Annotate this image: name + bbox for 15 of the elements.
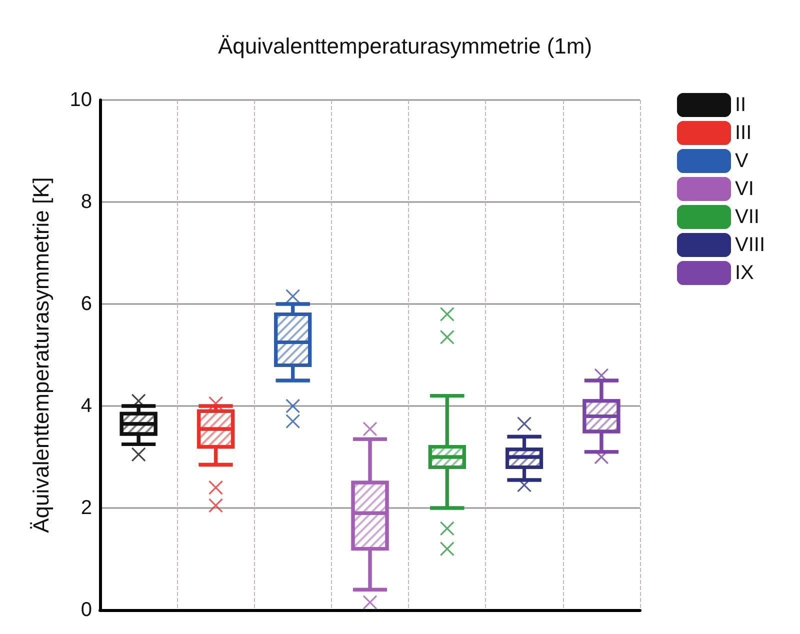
- y-tick-label: 2: [80, 497, 92, 519]
- y-tick-label: 10: [70, 89, 92, 111]
- legend-label: VIII: [734, 234, 766, 256]
- chart-title: Äquivalenttemperaturasymmetrie (1m): [218, 34, 592, 58]
- legend-label: III: [734, 122, 752, 144]
- legend-label: V: [734, 150, 749, 172]
- y-tick-label: 0: [80, 599, 92, 621]
- legend-label: IX: [734, 262, 754, 284]
- legend-label: II: [734, 94, 746, 116]
- legend-label: VII: [734, 206, 760, 228]
- y-tick-label: 8: [80, 191, 92, 213]
- y-tick-label: 4: [80, 395, 92, 417]
- y-axis-title: Äquivalenttemperaturasymmetrie [K]: [28, 177, 54, 533]
- y-tick-label: 6: [80, 293, 92, 315]
- legend-label: VI: [734, 178, 754, 200]
